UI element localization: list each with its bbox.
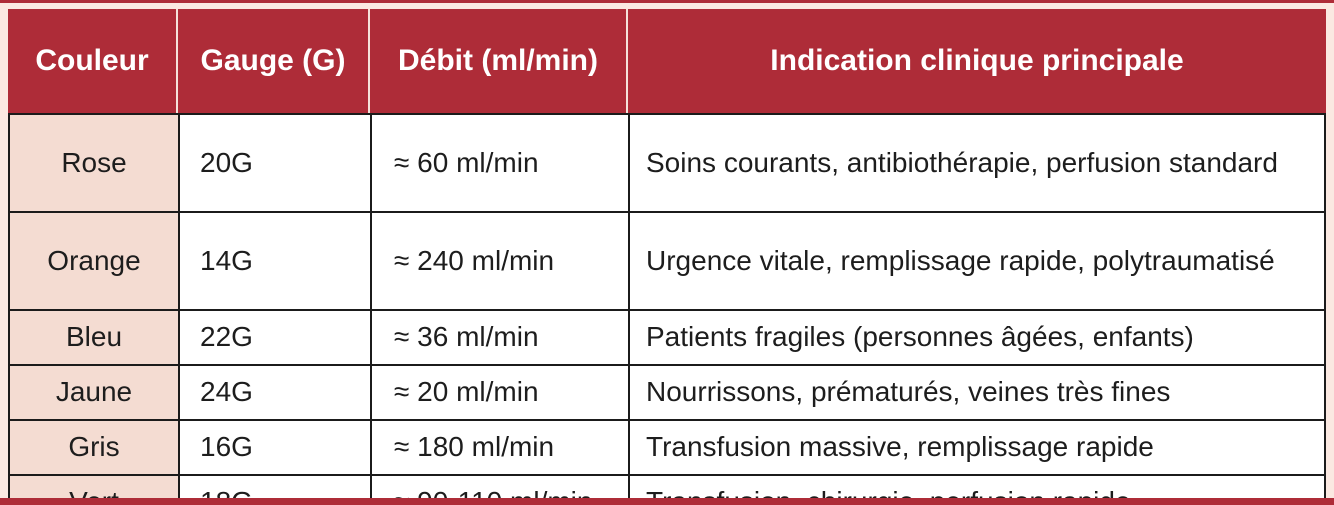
cell-gauge: 24G <box>178 366 370 421</box>
cell-couleur: Jaune <box>8 366 178 421</box>
cell-couleur: Gris <box>8 421 178 476</box>
table-row-rose: Rose 20G ≈ 60 ml/min Soins courants, ant… <box>8 113 1326 213</box>
cell-indication: Nourrissons, prématurés, veines très fin… <box>628 366 1326 421</box>
cell-couleur: Rose <box>8 113 178 213</box>
header-cell-couleur: Couleur <box>8 9 178 113</box>
cell-debit: ≈ 36 ml/min <box>370 311 628 366</box>
table-row-orange: Orange 14G ≈ 240 ml/min Urgence vitale, … <box>8 213 1326 311</box>
cell-debit: ≈ 20 ml/min <box>370 366 628 421</box>
cell-gauge: 16G <box>178 421 370 476</box>
cell-gauge: 22G <box>178 311 370 366</box>
table-row-gris: Gris 16G ≈ 180 ml/min Transfusion massiv… <box>8 421 1326 476</box>
table-row-bleu: Bleu 22G ≈ 36 ml/min Patients fragiles (… <box>8 311 1326 366</box>
cell-debit: ≈ 60 ml/min <box>370 113 628 213</box>
cell-gauge: 14G <box>178 213 370 311</box>
header-cell-gauge: Gauge (G) <box>178 9 370 113</box>
cell-indication: Soins courants, antibiothérapie, perfusi… <box>628 113 1326 213</box>
cell-couleur: Bleu <box>8 311 178 366</box>
header-cell-indication: Indication clinique principale <box>628 9 1326 113</box>
cell-couleur: Orange <box>8 213 178 311</box>
iv-catheter-reference-table: Couleur Gauge (G) Débit (ml/min) Indicat… <box>8 9 1326 505</box>
bottom-accent-strip <box>0 498 1334 505</box>
table-header-row: Couleur Gauge (G) Débit (ml/min) Indicat… <box>8 9 1326 113</box>
cell-debit: ≈ 240 ml/min <box>370 213 628 311</box>
cell-gauge: 20G <box>178 113 370 213</box>
cell-indication: Transfusion massive, remplissage rapide <box>628 421 1326 476</box>
top-accent-line <box>0 0 1334 3</box>
cell-indication: Patients fragiles (personnes âgées, enfa… <box>628 311 1326 366</box>
cell-indication: Urgence vitale, remplissage rapide, poly… <box>628 213 1326 311</box>
header-cell-debit: Débit (ml/min) <box>370 9 628 113</box>
table-row-jaune: Jaune 24G ≈ 20 ml/min Nourrissons, préma… <box>8 366 1326 421</box>
cell-debit: ≈ 180 ml/min <box>370 421 628 476</box>
